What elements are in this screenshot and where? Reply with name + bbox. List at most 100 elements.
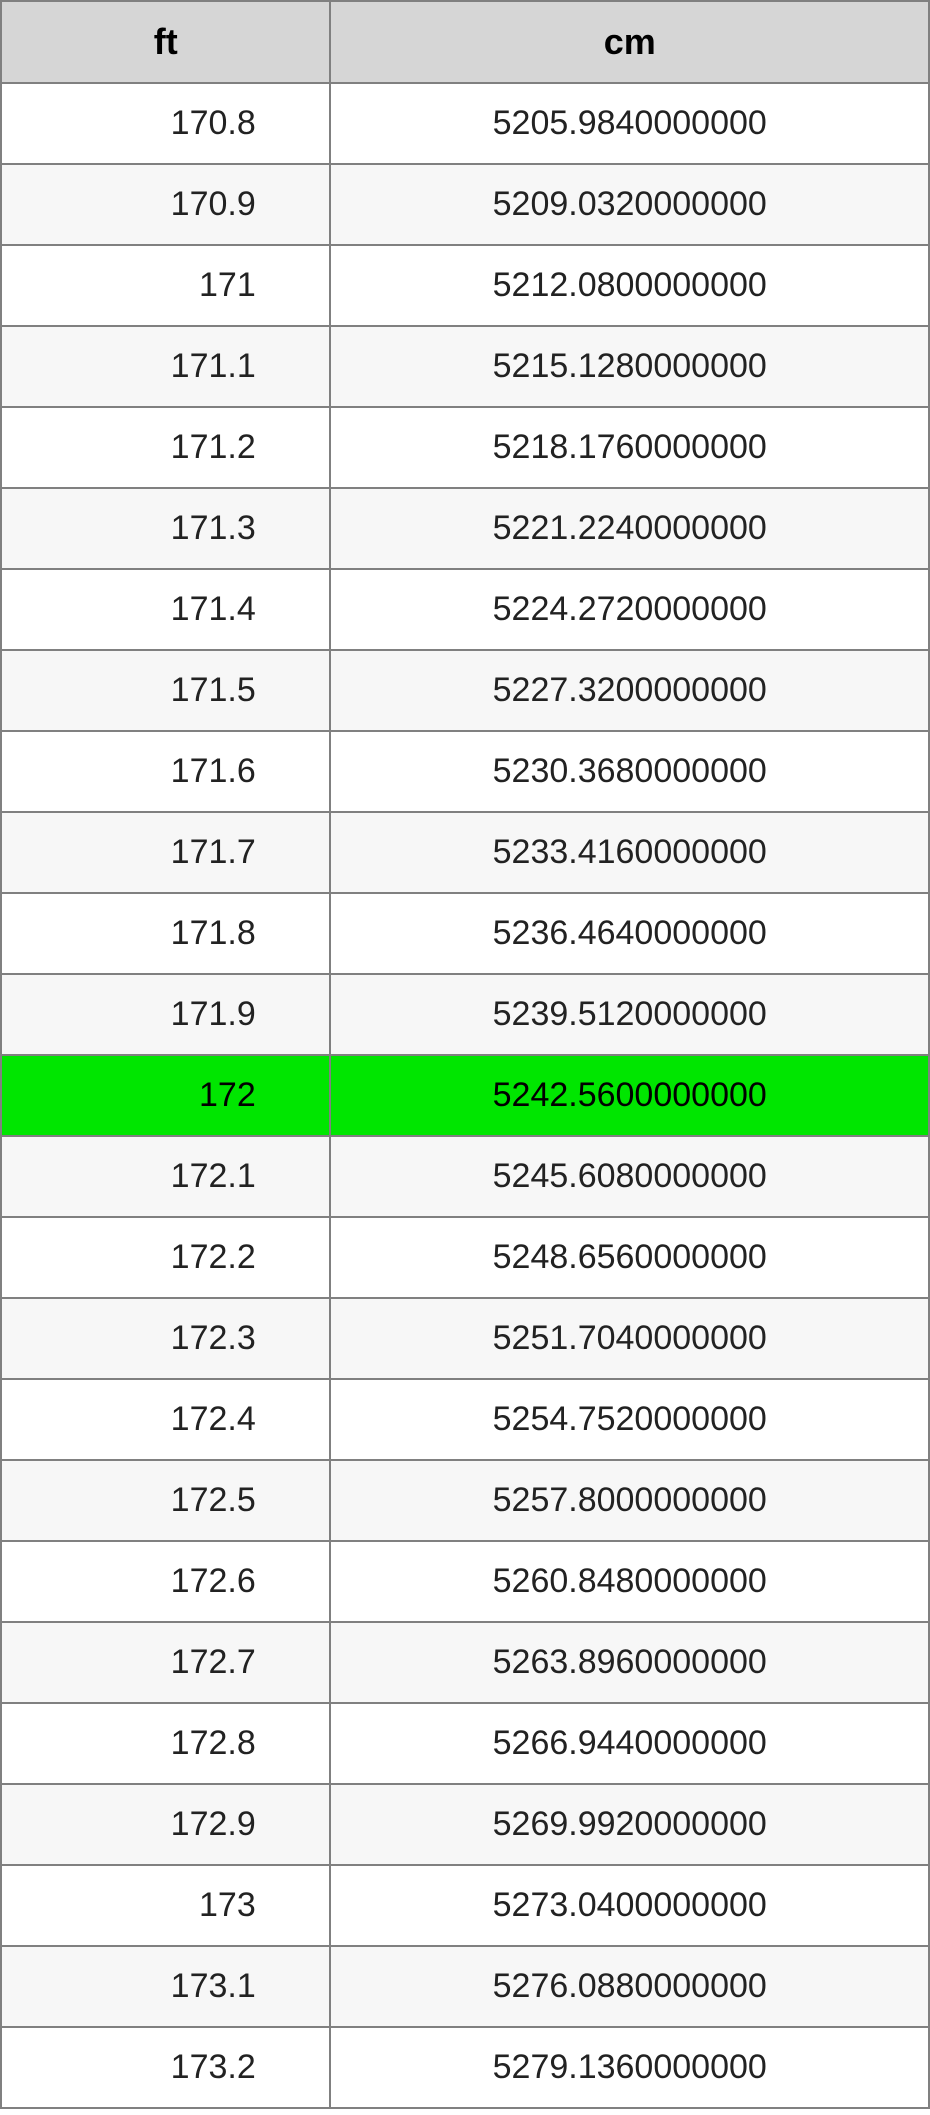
table-row: 172.95269.9920000000 <box>1 1784 929 1865</box>
table-body: 170.8 5205.9840000000 170.9 5209.0320000000… <box>1 83 929 2108</box>
cell-ft-value: 172.6 <box>76 1562 256 1601</box>
table-row: 172.8 5266.9440000000 <box>1 1703 929 1784</box>
conversion-table-wrap: ft cm 170.8 5205.9840000000 170.9 5209.0320… <box>0 0 930 2109</box>
col-header-ft: ft <box>1 1 330 83</box>
cell-ft: 173 <box>1 1865 330 1946</box>
table-row: 171.6 5230.3680000000 <box>1 731 929 812</box>
cell-cm: 5260.8480000000 <box>330 1541 929 1622</box>
cell-cm: 5236.4640000000 <box>330 893 929 974</box>
cell-cm: 5254.7520000000 <box>330 1379 929 1460</box>
cell-cm: 5279.1360000000 <box>330 2027 929 2108</box>
table-row: 172 5242.5600000000 <box>1 1055 929 1136</box>
cell-ft: 171 <box>1 245 330 326</box>
cell-ft-value: 172.1 <box>76 1157 256 1196</box>
cell-ft-value: 171.8 <box>76 914 256 953</box>
table-row: 172.4 5254.7520000000 <box>1 1379 929 1460</box>
cell-cm: 5269.9920000000 <box>330 1784 929 1865</box>
cell-ft-value: 171.1 <box>76 347 256 386</box>
table-row: 171.4 5224.2720000000 <box>1 569 929 650</box>
cell-ft: 171.9 <box>1 974 330 1055</box>
cell-ft-value: 170.9 <box>76 185 256 224</box>
cell-ft-value: 172.3 <box>76 1319 256 1358</box>
cell-cm: 5245.6080000000 <box>330 1136 929 1217</box>
cell-cm: 5230.3680000000 <box>330 731 929 812</box>
cell-ft-value: 173 <box>76 1886 256 1925</box>
cell-ft: 170.9 <box>1 164 330 245</box>
table-row: 170.9 5209.0320000000 <box>1 164 929 245</box>
cell-ft-value: 170.8 <box>76 104 256 143</box>
cell-ft: 172.7 <box>1 1622 330 1703</box>
cell-cm: 5209.0320000000 <box>330 164 929 245</box>
col-header-cm: cm <box>330 1 929 83</box>
cell-cm: 5251.7040000000 <box>330 1298 929 1379</box>
cell-cm: 5215.1280000000 <box>330 326 929 407</box>
cell-cm: 5221.2240000000 <box>330 488 929 569</box>
table-row: 173.1 5276.0880000000 <box>1 1946 929 2027</box>
cell-ft-value: 171 <box>76 266 256 305</box>
cell-ft: 172.3 <box>1 1298 330 1379</box>
cell-cm: 5257.8000000000 <box>330 1460 929 1541</box>
table-row: 173.2 5279.1360000000 <box>1 2027 929 2108</box>
cell-ft-value: 172.8 <box>76 1724 256 1763</box>
cell-cm: 5227.3200000000 <box>330 650 929 731</box>
cell-cm: 5266.9440000000 <box>330 1703 929 1784</box>
cell-ft: 172.1 <box>1 1136 330 1217</box>
table-header-row: ft cm <box>1 1 929 83</box>
cell-ft: 172.4 <box>1 1379 330 1460</box>
cell-ft-value: 172.5 <box>76 1481 256 1520</box>
cell-cm: 5276.0880000000 <box>330 1946 929 2027</box>
cell-ft: 171.5 <box>1 650 330 731</box>
cell-ft: 172 <box>1 1055 330 1136</box>
table-row: 172.2 5248.6560000000 <box>1 1217 929 1298</box>
cell-cm: 5242.5600000000 <box>330 1055 929 1136</box>
cell-ft: 171.8 <box>1 893 330 974</box>
cell-ft: 171.6 <box>1 731 330 812</box>
cell-ft: 171.4 <box>1 569 330 650</box>
cell-ft: 170.8 <box>1 83 330 164</box>
cell-ft: 172.8 <box>1 1703 330 1784</box>
cell-ft: 172.6 <box>1 1541 330 1622</box>
table-row: 172.6 5260.8480000000 <box>1 1541 929 1622</box>
cell-cm: 5205.9840000000 <box>330 83 929 164</box>
cell-ft-value: 172.2 <box>76 1238 256 1277</box>
table-row: 171.5 5227.3200000000 <box>1 650 929 731</box>
table-row: 172.3 5251.7040000000 <box>1 1298 929 1379</box>
cell-ft-value: 173.1 <box>76 1967 256 2006</box>
cell-ft-value: 173.2 <box>76 2048 256 2087</box>
cell-ft: 171.7 <box>1 812 330 893</box>
table-row: 170.8 5205.9840000000 <box>1 83 929 164</box>
cell-ft: 173.1 <box>1 1946 330 2027</box>
table-row: 172.5 5257.8000000000 <box>1 1460 929 1541</box>
cell-cm: 5224.2720000000 <box>330 569 929 650</box>
table-row: 171.8 5236.4640000000 <box>1 893 929 974</box>
cell-cm: 5248.6560000000 <box>330 1217 929 1298</box>
cell-ft: 172.9 <box>1 1784 330 1865</box>
cell-cm: 5239.5120000000 <box>330 974 929 1055</box>
cell-ft-value: 172.4 <box>76 1400 256 1439</box>
cell-ft-value: 171.7 <box>76 833 256 872</box>
cell-ft-value: 171.4 <box>76 590 256 629</box>
cell-ft: 173.2 <box>1 2027 330 2108</box>
table-row: 171.35221.2240000000 <box>1 488 929 569</box>
table-row: 171.9 5239.5120000000 <box>1 974 929 1055</box>
cell-cm: 5233.4160000000 <box>330 812 929 893</box>
cell-ft-value: 172 <box>76 1076 256 1115</box>
cell-ft: 172.5 <box>1 1460 330 1541</box>
table-row: 173 5273.0400000000 <box>1 1865 929 1946</box>
cell-cm: 5263.8960000000 <box>330 1622 929 1703</box>
table-row: 171.1 5215.1280000000 <box>1 326 929 407</box>
cell-ft-value: 172.7 <box>76 1643 256 1682</box>
cell-ft: 171.3 <box>1 488 330 569</box>
table-row: 171 5212.0800000000 <box>1 245 929 326</box>
cell-ft-value: 171.6 <box>76 752 256 791</box>
table-row: 172.1 5245.6080000000 <box>1 1136 929 1217</box>
cell-ft-value: 171.9 <box>76 995 256 1034</box>
cell-ft-value: 171.2 <box>76 428 256 467</box>
table-row: 171.25218.1760000000 <box>1 407 929 488</box>
conversion-table: ft cm 170.8 5205.9840000000 170.9 5209.0320… <box>0 0 930 2109</box>
cell-cm: 5273.0400000000 <box>330 1865 929 1946</box>
cell-ft: 172.2 <box>1 1217 330 1298</box>
cell-ft-value: 171.5 <box>76 671 256 710</box>
table-row: 172.7 5263.8960000000 <box>1 1622 929 1703</box>
cell-cm: 5212.0800000000 <box>330 245 929 326</box>
